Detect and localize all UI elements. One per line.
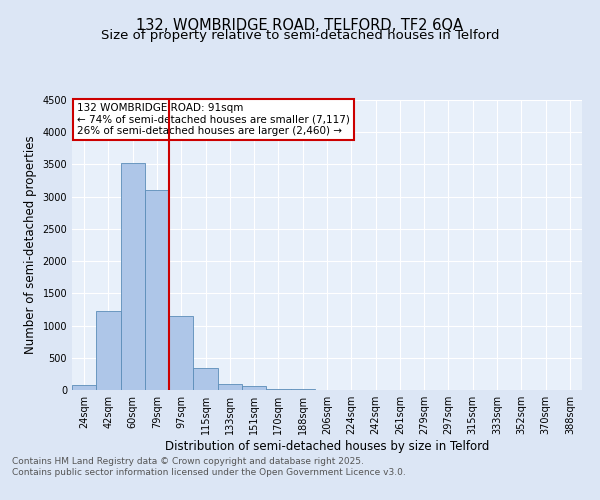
- Bar: [193, 368, 218, 390]
- Bar: [145, 190, 169, 390]
- Text: 132 WOMBRIDGE ROAD: 91sqm
← 74% of semi-detached houses are smaller (7,117)
26% : 132 WOMBRIDGE ROAD: 91sqm ← 74% of semi-…: [77, 103, 350, 136]
- Bar: [242, 386, 266, 390]
- Y-axis label: Number of semi-detached properties: Number of semi-detached properties: [24, 136, 37, 354]
- Text: Size of property relative to semi-detached houses in Telford: Size of property relative to semi-detach…: [101, 29, 499, 42]
- Bar: [169, 316, 193, 390]
- Bar: [218, 384, 242, 390]
- Bar: [96, 312, 121, 390]
- Text: 132, WOMBRIDGE ROAD, TELFORD, TF2 6QA: 132, WOMBRIDGE ROAD, TELFORD, TF2 6QA: [137, 18, 464, 32]
- Bar: [72, 385, 96, 390]
- Text: Contains HM Land Registry data © Crown copyright and database right 2025.
Contai: Contains HM Land Registry data © Crown c…: [12, 458, 406, 477]
- X-axis label: Distribution of semi-detached houses by size in Telford: Distribution of semi-detached houses by …: [165, 440, 489, 453]
- Bar: [121, 163, 145, 390]
- Bar: [266, 388, 290, 390]
